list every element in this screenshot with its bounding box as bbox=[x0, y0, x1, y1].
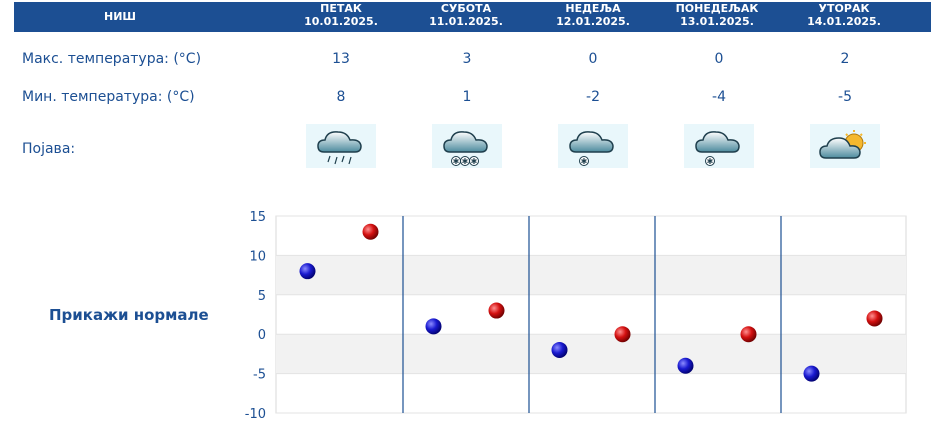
day-header-2: СУБОТА 11.01.2025. bbox=[414, 2, 518, 32]
svg-text:✱: ✱ bbox=[453, 157, 460, 166]
day-header-3: НЕДЕЉА 12.01.2025. bbox=[541, 2, 645, 32]
max-temp-label: Макс. температура: (°C) bbox=[22, 51, 202, 67]
min-temp-label: Мин. температура: (°C) bbox=[22, 89, 195, 105]
day-header-4: ПОНЕДЕЉАК 13.01.2025. bbox=[657, 2, 777, 32]
max-temp-point bbox=[614, 326, 631, 343]
svg-text:✱: ✱ bbox=[471, 157, 478, 166]
day-name: СУБОТА bbox=[440, 2, 492, 15]
min-temp-point bbox=[425, 318, 442, 335]
plot-area bbox=[275, 215, 907, 414]
min-temp-point bbox=[551, 341, 568, 358]
min-temp-value: -2 bbox=[586, 89, 600, 105]
grid-band bbox=[276, 334, 906, 374]
day-date: 11.01.2025. bbox=[429, 15, 503, 28]
light-snow-icon: ✱ bbox=[558, 124, 628, 168]
grid-band bbox=[276, 255, 906, 295]
day-name: ПОНЕДЕЉАК bbox=[675, 2, 759, 15]
y-tick-label: -5 bbox=[253, 368, 266, 383]
day-name: ПЕТАК bbox=[320, 2, 362, 15]
min-temp-value: -4 bbox=[712, 89, 726, 105]
y-tick-label: 0 bbox=[258, 328, 266, 343]
day-date: 13.01.2025. bbox=[680, 15, 754, 28]
min-temp-point bbox=[299, 263, 316, 280]
city-name: НИШ bbox=[103, 10, 136, 23]
day-date: 10.01.2025. bbox=[304, 15, 378, 28]
day-name: УТОРАК bbox=[818, 2, 870, 15]
min-temp-value: 1 bbox=[462, 89, 472, 105]
forecast-header: НИШ ПЕТАК 10.01.2025. СУБОТА 11.01.2025.… bbox=[14, 2, 931, 32]
day-header-1: ПЕТАК 10.01.2025. bbox=[289, 2, 393, 32]
min-temp-point bbox=[803, 365, 820, 382]
partly-sunny-icon bbox=[810, 124, 880, 168]
y-tick-label: -10 bbox=[245, 407, 266, 422]
y-tick-label: 10 bbox=[249, 249, 266, 264]
max-temp-point bbox=[488, 302, 505, 319]
y-tick-label: 5 bbox=[258, 289, 266, 304]
y-tick-label: 15 bbox=[249, 210, 266, 225]
max-temp-value: 3 bbox=[462, 51, 472, 67]
day-header-5: УТОРАК 14.01.2025. bbox=[792, 2, 896, 32]
min-temp-point bbox=[677, 357, 694, 374]
show-normals-link[interactable]: Прикажи нормале bbox=[49, 306, 209, 324]
max-temp-point bbox=[362, 223, 379, 240]
min-temp-value: -5 bbox=[838, 89, 852, 105]
rain-icon bbox=[306, 124, 376, 168]
max-temp-value: 0 bbox=[714, 51, 724, 67]
min-temp-value: 8 bbox=[336, 89, 346, 105]
svg-text:✱: ✱ bbox=[462, 157, 469, 166]
snow-icon: ✱ ✱ ✱ bbox=[432, 124, 502, 168]
light-snow-icon: ✱ bbox=[684, 124, 754, 168]
max-temp-point bbox=[740, 326, 757, 343]
day-date: 14.01.2025. bbox=[807, 15, 881, 28]
phenomenon-label: Појава: bbox=[22, 141, 76, 157]
max-temp-value: 2 bbox=[840, 51, 850, 67]
svg-text:✱: ✱ bbox=[581, 157, 588, 166]
max-temp-value: 0 bbox=[588, 51, 598, 67]
day-name: НЕДЕЉА bbox=[565, 2, 621, 15]
svg-text:✱: ✱ bbox=[707, 157, 714, 166]
day-date: 12.01.2025. bbox=[556, 15, 630, 28]
max-temp-value: 13 bbox=[332, 51, 350, 67]
max-temp-point bbox=[866, 310, 883, 327]
